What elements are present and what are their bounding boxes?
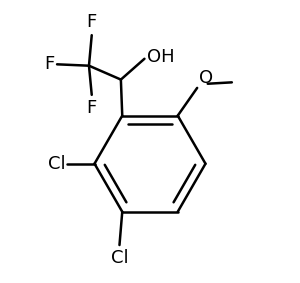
- Text: Cl: Cl: [48, 155, 65, 173]
- Text: F: F: [87, 99, 97, 117]
- Text: O: O: [199, 68, 213, 87]
- Text: Cl: Cl: [111, 249, 128, 267]
- Text: OH: OH: [147, 48, 175, 67]
- Text: F: F: [87, 13, 97, 31]
- Text: F: F: [44, 55, 54, 73]
